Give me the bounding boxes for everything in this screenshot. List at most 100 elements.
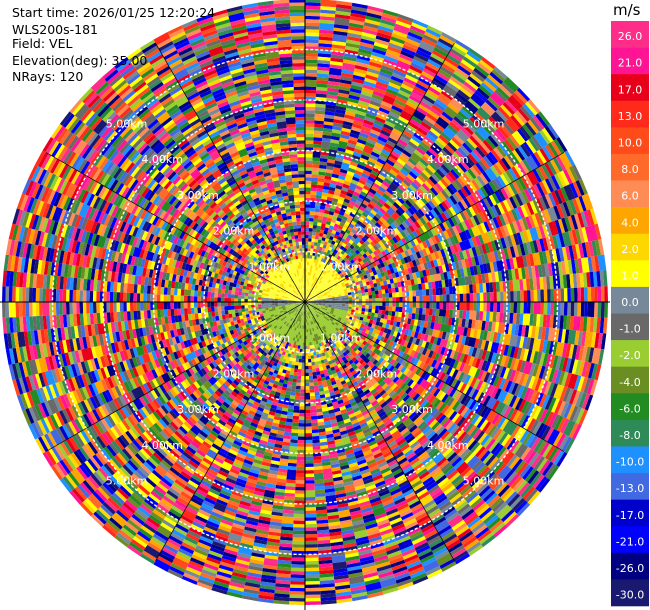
gate-segment <box>308 303 585 424</box>
gate-segment <box>250 318 255 323</box>
instrument-label: WLS200s-181 <box>12 22 98 37</box>
gate-segment <box>402 465 414 475</box>
gate-segment <box>507 493 526 512</box>
gate-segment <box>58 395 102 425</box>
gate-segment <box>194 173 204 182</box>
gate-segment <box>132 226 179 253</box>
gate-segment <box>42 203 224 275</box>
gate-segment <box>312 0 337 169</box>
gate-segment <box>385 478 397 487</box>
gate-segment <box>466 302 470 311</box>
gate-segment <box>70 398 177 485</box>
gate-segment <box>362 302 366 306</box>
gate-segment <box>435 170 474 204</box>
colorbar-tick-label: -8.0 <box>619 429 640 442</box>
gate-segment <box>257 0 296 213</box>
gate-segment <box>440 239 472 258</box>
gate-segment <box>361 295 369 299</box>
gate-segment <box>97 104 196 199</box>
gate-segment <box>412 181 548 253</box>
gate-segment <box>51 142 125 195</box>
gate-segment <box>69 391 78 405</box>
gate-segment <box>306 304 420 506</box>
gate-segment <box>156 302 232 310</box>
gate-segment <box>345 162 554 281</box>
gate-segment <box>145 48 282 263</box>
gate-segment <box>61 210 246 283</box>
gate-segment <box>258 368 298 600</box>
gate-segment <box>409 477 434 507</box>
gate-segment <box>358 77 432 200</box>
gate-segment <box>309 43 333 222</box>
gate-segment <box>308 375 335 585</box>
ring-label: 4.00km <box>427 439 469 452</box>
gate-segment <box>28 213 254 289</box>
gate-segment <box>429 376 463 402</box>
gate-segment <box>548 340 555 355</box>
gate-segment <box>361 471 372 479</box>
colorbar-tick-label: 17.0 <box>618 83 643 96</box>
gate-segment <box>236 437 261 485</box>
gate-segment <box>57 302 305 458</box>
gate-segment <box>305 302 548 473</box>
colorbar-tick-label: -4.0 <box>619 376 640 389</box>
gate-segment <box>388 288 393 294</box>
gate-segment <box>397 338 403 345</box>
colorbar-tick-label: 21.0 <box>618 57 643 70</box>
gate-segment <box>45 204 233 279</box>
gate-segment <box>341 147 504 275</box>
gate-segment <box>244 12 292 217</box>
gate-segment <box>143 293 147 302</box>
gate-segment <box>381 74 501 212</box>
gate-segment <box>173 295 181 302</box>
gate-segment <box>184 382 269 545</box>
gate-segment <box>419 294 447 302</box>
gate-segment <box>54 418 111 460</box>
gate-segment <box>187 319 296 512</box>
gate-segment <box>207 147 218 156</box>
gate-segment <box>367 406 436 510</box>
gate-segment <box>234 160 244 168</box>
gate-segment <box>292 302 305 548</box>
gate-segment <box>444 111 486 155</box>
gate-segment <box>567 288 571 302</box>
gate-segment <box>325 347 429 552</box>
gate-segment <box>98 140 164 196</box>
gate-segment <box>78 203 142 239</box>
gate-segment <box>173 409 224 471</box>
gate-segment <box>275 336 280 341</box>
gate-segment <box>213 15 288 238</box>
ring-gridlines <box>0 0 610 610</box>
gate-segment <box>101 159 161 205</box>
gate-segment <box>305 255 315 302</box>
gate-segment <box>389 517 403 526</box>
gate-segment <box>376 564 392 572</box>
gate-segment <box>240 329 246 335</box>
gate-segment <box>445 420 525 492</box>
gate-segment <box>517 206 526 219</box>
gate-segment <box>261 317 266 322</box>
gate-segment <box>266 302 305 347</box>
gate-segment <box>62 339 68 354</box>
gate-segment <box>414 385 450 415</box>
colorbar-swatch <box>611 21 649 48</box>
gate-segment <box>185 366 245 428</box>
gate-segment <box>144 404 153 415</box>
gate-segment <box>465 146 486 167</box>
gate-segment <box>370 100 393 136</box>
gate-segment <box>278 368 284 373</box>
gate-segment <box>305 282 367 302</box>
gate-segment <box>305 271 338 302</box>
gate-segment <box>119 302 305 479</box>
gate-segment <box>477 392 551 441</box>
gate-segment <box>140 276 163 287</box>
gate-segment <box>305 305 339 517</box>
gate-segment <box>283 93 305 302</box>
gate-segment <box>444 57 460 68</box>
gate-segment <box>385 159 395 167</box>
gate-segment <box>316 411 341 530</box>
gate-segment <box>459 302 467 311</box>
gate-segment <box>248 362 255 368</box>
gate-segment <box>337 162 468 275</box>
gate-segment <box>250 157 260 164</box>
